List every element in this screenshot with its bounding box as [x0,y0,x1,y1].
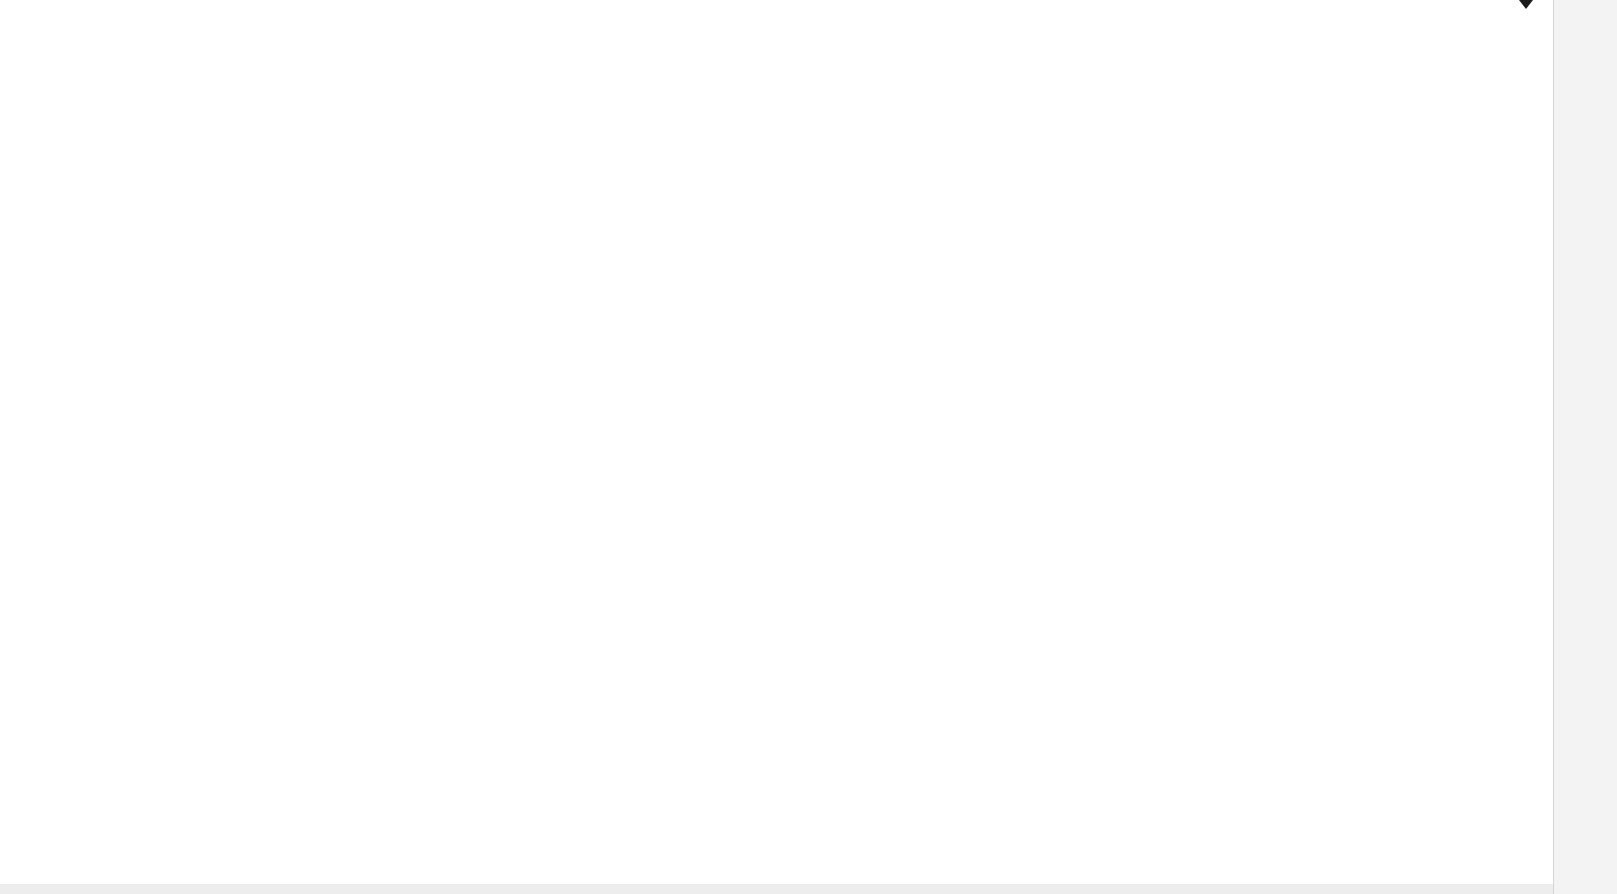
triangle-down-icon [1519,0,1533,9]
month-strip [0,884,1553,894]
last-price-label [1553,613,1617,629]
price-axis[interactable] [1553,0,1617,894]
sma-price-label [1553,565,1617,581]
candlestick-plot [0,0,1553,894]
